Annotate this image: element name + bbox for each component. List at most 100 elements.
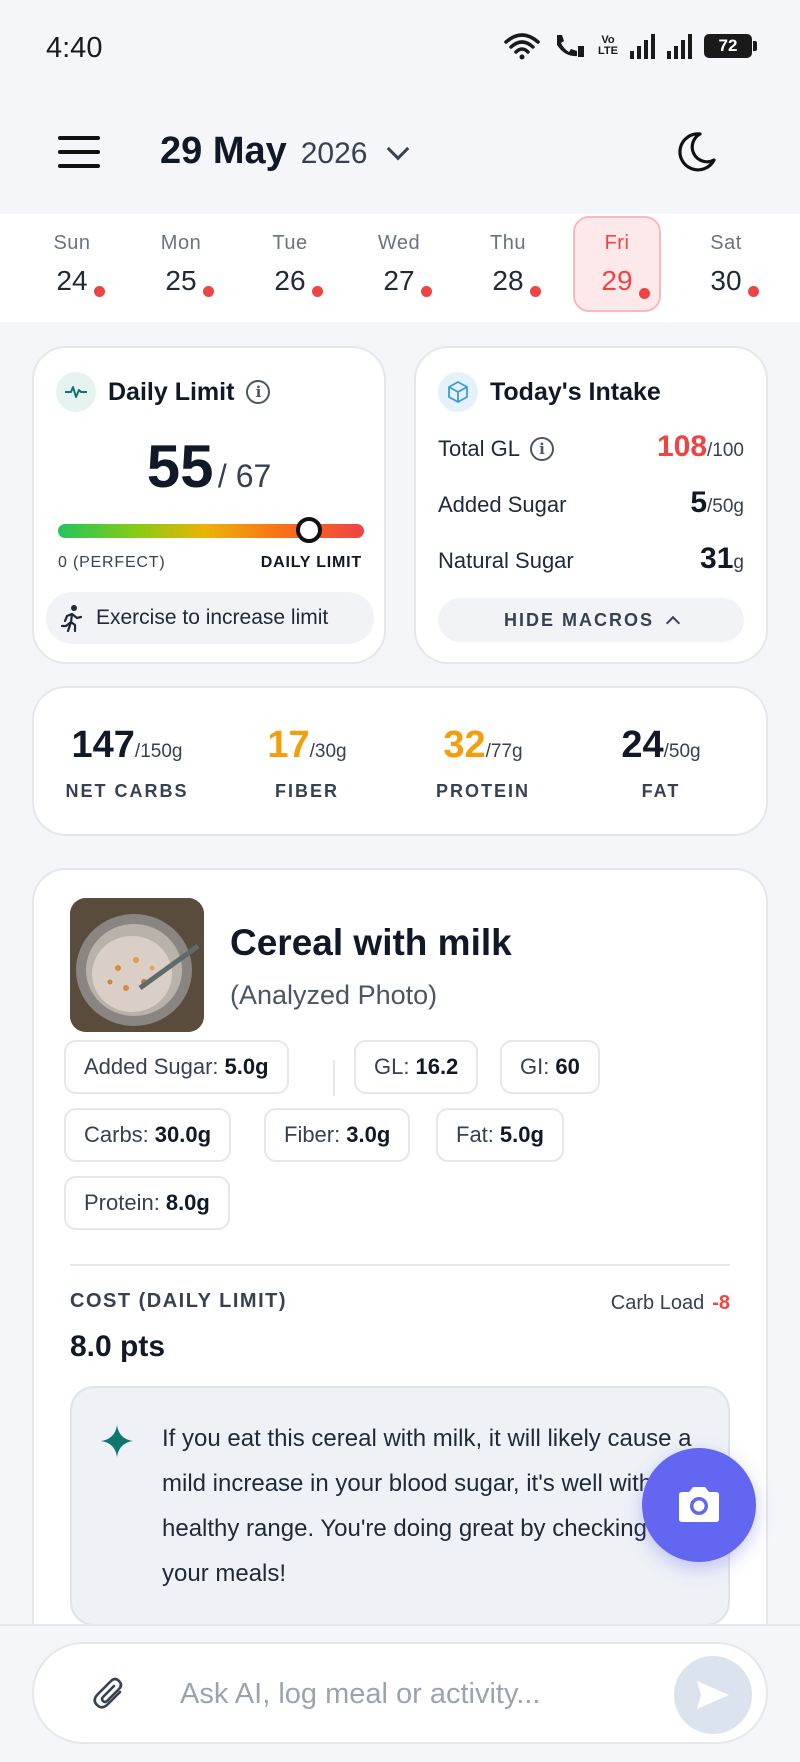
- chip-label: GL:: [374, 1054, 410, 1079]
- intake-value-unit: /100: [707, 440, 744, 461]
- battery-icon: 72: [704, 34, 757, 58]
- daily-limit-title: Daily Limit: [108, 377, 235, 406]
- bottom-bar: [0, 1624, 800, 1762]
- log-indicator-dot: [312, 286, 323, 297]
- signal-icon: [630, 33, 655, 59]
- pulse-icon: [56, 372, 96, 412]
- day-fri-selected[interactable]: Fri 29: [573, 216, 661, 312]
- date-label: 29 May: [160, 130, 287, 172]
- macro-label: FIBER: [275, 781, 339, 801]
- intake-row-total-gl: Total GL i 108/100: [438, 430, 744, 464]
- day-name: Thu: [490, 232, 526, 254]
- day-number: 26: [274, 265, 306, 296]
- chip-label: Protein:: [84, 1190, 160, 1215]
- macro-number: 24: [621, 724, 664, 766]
- intake-title: Today's Intake: [490, 377, 661, 406]
- send-icon: [697, 1681, 729, 1709]
- chip-value: 30.0g: [154, 1122, 212, 1147]
- chip-value: 5.0g: [499, 1122, 544, 1147]
- intake-label: Natural Sugar: [438, 548, 574, 573]
- status-bar: 4:40 Vo LTE 72: [0, 0, 800, 96]
- week-strip: Sun 24 Mon 25 Tue 26 Wed 27 Thu 28 Fri 29 Sat 3…: [0, 214, 800, 322]
- chip-fat: Fat: 5.0g: [436, 1108, 564, 1162]
- chip-gi: GI: 60: [500, 1040, 600, 1094]
- macro-protein: 32/77g PROTEIN: [398, 724, 568, 802]
- log-indicator-dot: [639, 288, 650, 299]
- bar-max-label: DAILY LIMIT: [260, 554, 362, 571]
- intake-value-number: 5: [690, 486, 708, 519]
- macro-unit: /50g: [663, 741, 701, 762]
- carb-load-label: Carb Load: [610, 1292, 705, 1314]
- camera-icon: [679, 1487, 719, 1522]
- app-header: 29 May 2026: [0, 96, 800, 214]
- chevron-up-icon: [665, 615, 681, 631]
- macro-value: 147/150g: [42, 724, 212, 767]
- day-name: Sun: [53, 232, 91, 254]
- cost-label: COST (DAILY LIMIT): [70, 1290, 287, 1312]
- macro-number: 32: [443, 724, 486, 766]
- dark-mode-toggle[interactable]: [672, 128, 720, 176]
- intake-value-unit: /50g: [707, 496, 744, 517]
- chip-protein: Protein: 8.0g: [64, 1176, 230, 1230]
- chip-separator: [333, 1060, 335, 1096]
- hide-macros-button[interactable]: HIDE MACROS: [438, 598, 744, 642]
- log-indicator-dot: [421, 286, 432, 297]
- chip-label: Fat:: [456, 1122, 494, 1147]
- log-indicator-dot: [748, 286, 759, 297]
- day-wed[interactable]: Wed 27: [355, 214, 443, 314]
- day-number: 27: [383, 265, 415, 296]
- date-picker[interactable]: 29 May 2026: [160, 130, 409, 173]
- day-sat[interactable]: Sat 30: [682, 214, 770, 314]
- status-time: 4:40: [46, 32, 103, 64]
- cube-icon: [438, 372, 478, 412]
- intake-value: 5/50g: [690, 486, 744, 520]
- intake-header: Today's Intake: [438, 372, 661, 412]
- cost-value: 8.0 pts: [70, 1330, 166, 1363]
- intake-value: 31g: [700, 542, 744, 576]
- exercise-label: Exercise to increase limit: [96, 606, 329, 629]
- chip-value: 60: [555, 1054, 580, 1079]
- year-label: 2026: [300, 137, 368, 170]
- todays-intake-card: Today's Intake Total GL i 108/100 Added S…: [414, 346, 768, 664]
- wifi-call-icon: [552, 32, 586, 60]
- meal-subtitle: (Analyzed Photo): [230, 980, 438, 1010]
- signal-icon-2: [667, 33, 692, 59]
- macro-unit: /30g: [309, 741, 347, 762]
- chip-gl: GL: 16.2: [354, 1040, 479, 1094]
- camera-button[interactable]: [642, 1448, 756, 1562]
- intake-value-number: 108: [656, 430, 708, 463]
- log-indicator-dot: [94, 286, 105, 297]
- chip-carbs: Carbs: 30.0g: [64, 1108, 232, 1162]
- chip-value: 5.0g: [224, 1054, 269, 1079]
- day-thu[interactable]: Thu 28: [464, 214, 552, 314]
- chat-input[interactable]: [180, 1668, 640, 1720]
- chip-label: Fiber:: [284, 1122, 341, 1147]
- info-icon[interactable]: i: [529, 437, 554, 461]
- day-name: Wed: [377, 232, 421, 254]
- chip-value: 3.0g: [346, 1122, 391, 1147]
- day-sun[interactable]: Sun 24: [28, 214, 116, 314]
- intake-value-unit: g: [733, 552, 744, 573]
- intake-label: Total GL i: [438, 436, 554, 462]
- send-button[interactable]: [674, 1656, 752, 1734]
- info-icon[interactable]: i: [246, 380, 271, 404]
- day-number: 28: [492, 265, 524, 296]
- limit-used: 55: [146, 433, 214, 500]
- day-name: Tue: [272, 232, 308, 254]
- intake-value: 108/100: [657, 430, 744, 464]
- macro-value: 24/50g: [576, 724, 746, 767]
- meal-photo[interactable]: [70, 898, 204, 1032]
- bar-min-label: 0 (PERFECT): [58, 554, 166, 571]
- day-mon[interactable]: Mon 25: [137, 214, 225, 314]
- macro-fat: 24/50g FAT: [576, 724, 746, 802]
- status-icons: Vo LTE 72: [504, 32, 757, 60]
- menu-button[interactable]: [58, 136, 100, 168]
- attachment-icon[interactable]: [90, 1674, 130, 1714]
- intake-label: Added Sugar: [438, 492, 567, 517]
- day-name: Fri: [604, 232, 630, 254]
- exercise-button[interactable]: Exercise to increase limit: [46, 592, 374, 644]
- day-name: Sat: [710, 232, 742, 254]
- meal-title: Cereal with milk: [230, 922, 512, 963]
- day-tue[interactable]: Tue 26: [246, 214, 334, 314]
- intake-label-text: Total GL: [438, 436, 520, 461]
